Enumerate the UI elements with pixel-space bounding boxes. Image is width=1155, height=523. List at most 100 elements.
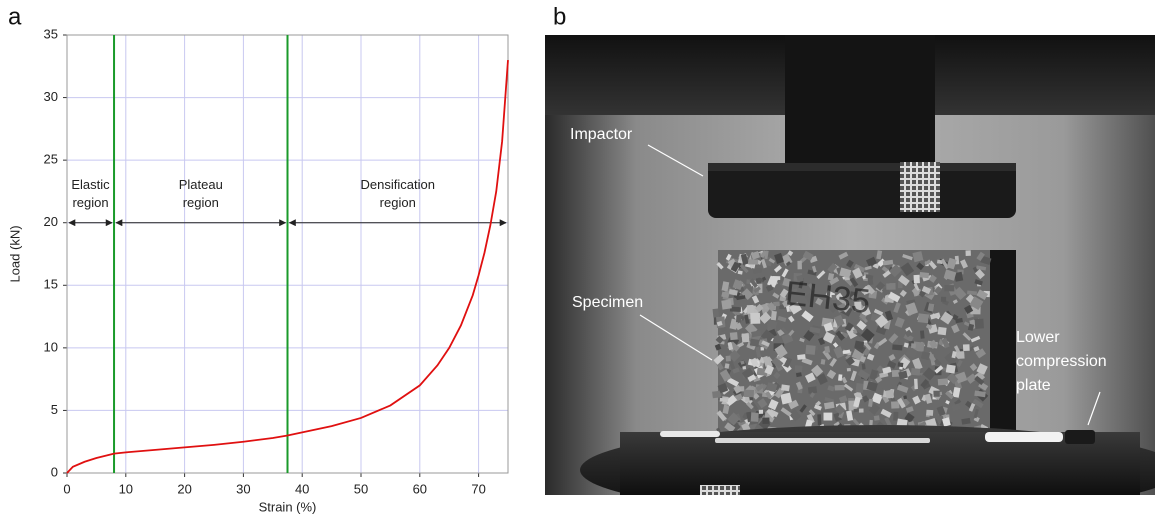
cork-grain xyxy=(887,360,897,369)
cork-grain xyxy=(820,359,826,365)
cork-grain xyxy=(795,381,803,390)
cork-grain xyxy=(741,333,750,343)
cork-grain xyxy=(779,288,789,298)
cork-grain xyxy=(926,409,934,416)
cork-grain xyxy=(877,258,886,268)
cork-grain xyxy=(980,255,992,266)
cork-grain xyxy=(838,395,848,404)
cork-grain xyxy=(755,346,762,358)
leader-line xyxy=(1087,391,1101,426)
cork-grain xyxy=(728,288,738,296)
cork-grain xyxy=(742,366,747,370)
cork-grain xyxy=(811,364,824,377)
y-tick-label: 20 xyxy=(44,214,58,229)
cork-grain xyxy=(910,368,921,376)
cork-grain xyxy=(747,374,757,383)
cork-grain xyxy=(920,351,931,361)
cork-grain xyxy=(713,354,725,365)
cork-grain xyxy=(943,269,957,281)
cork-grain xyxy=(966,373,978,384)
cork-grain xyxy=(771,356,784,369)
cork-grain xyxy=(857,369,871,381)
cork-grain xyxy=(833,346,845,359)
cork-grain xyxy=(968,345,975,352)
cork-grain xyxy=(905,346,919,359)
cork-grain xyxy=(934,365,944,374)
cork-grain xyxy=(874,376,883,384)
cork-grain xyxy=(882,259,894,266)
cork-grain xyxy=(760,250,767,259)
cork-grain xyxy=(910,385,917,392)
y-tick-label: 30 xyxy=(44,89,58,104)
cork-grain xyxy=(852,328,858,335)
cork-grain xyxy=(782,299,791,308)
cork-grain xyxy=(903,342,909,348)
cork-grain xyxy=(875,281,886,291)
cork-grain xyxy=(712,308,719,318)
x-tick-label: 30 xyxy=(236,481,250,496)
cork-grain xyxy=(861,395,870,403)
cork-grain xyxy=(869,419,873,426)
cork-grain xyxy=(924,393,933,404)
cork-grain xyxy=(902,254,913,261)
cork-grain xyxy=(874,314,889,329)
cork-grain xyxy=(897,381,903,388)
cork-grain xyxy=(815,400,822,407)
y-tick-label: 25 xyxy=(44,152,58,167)
cork-grain xyxy=(887,291,901,303)
cork-grain xyxy=(808,409,816,417)
cork-grain xyxy=(904,412,915,423)
cork-grain xyxy=(743,389,754,398)
cork-grain xyxy=(866,381,878,392)
x-tick-label: 70 xyxy=(471,481,485,496)
cork-grain xyxy=(913,274,920,284)
cork-grain xyxy=(751,401,759,411)
y-tick-label: 5 xyxy=(51,402,58,417)
cork-grain xyxy=(843,383,854,392)
photo-b: EH35 b Impactor Specimen Lower compression p… xyxy=(545,3,1155,495)
cork-grain xyxy=(751,330,762,338)
cork-grain xyxy=(750,412,759,422)
cork-grain xyxy=(976,289,989,301)
cork-grain xyxy=(897,362,904,368)
cork-grain xyxy=(795,372,802,378)
cork-grain xyxy=(805,344,816,355)
photo-label: Lower xyxy=(1016,329,1060,346)
cork-grain xyxy=(818,337,826,346)
cork-grain xyxy=(912,357,923,371)
cork-grain xyxy=(752,267,763,274)
x-tick-label: 60 xyxy=(413,481,427,496)
region-label: Elastic xyxy=(71,177,110,192)
cork-grain xyxy=(941,337,950,349)
plate-strip xyxy=(715,438,930,443)
cork-grain xyxy=(750,251,761,260)
cork-grain xyxy=(920,378,930,389)
cork-grain xyxy=(975,348,986,359)
cork-grain xyxy=(750,357,759,368)
cork-grain xyxy=(896,418,908,427)
cork-grain xyxy=(933,390,940,397)
cork-grain xyxy=(927,303,935,312)
cork-grain xyxy=(976,265,987,271)
cork-grain xyxy=(864,284,876,295)
cork-grain xyxy=(719,369,732,382)
cork-grain xyxy=(797,354,806,360)
cork-grain xyxy=(893,302,901,314)
cork-grain xyxy=(814,404,822,411)
cork-grain xyxy=(799,337,805,343)
cork-grain xyxy=(919,272,930,279)
cork-grain xyxy=(942,417,951,427)
cork-grain xyxy=(940,311,954,325)
cork-grain xyxy=(761,340,770,347)
cork-grain xyxy=(969,296,984,311)
cork-grain xyxy=(788,329,795,337)
cork-grain xyxy=(727,412,741,426)
cork-grain xyxy=(974,375,985,386)
cork-grain xyxy=(717,382,729,394)
cork-grain xyxy=(780,384,790,392)
cork-grain xyxy=(877,337,888,346)
cork-grain xyxy=(801,310,814,322)
cork-grain xyxy=(882,366,892,375)
cork-grain xyxy=(976,251,985,262)
